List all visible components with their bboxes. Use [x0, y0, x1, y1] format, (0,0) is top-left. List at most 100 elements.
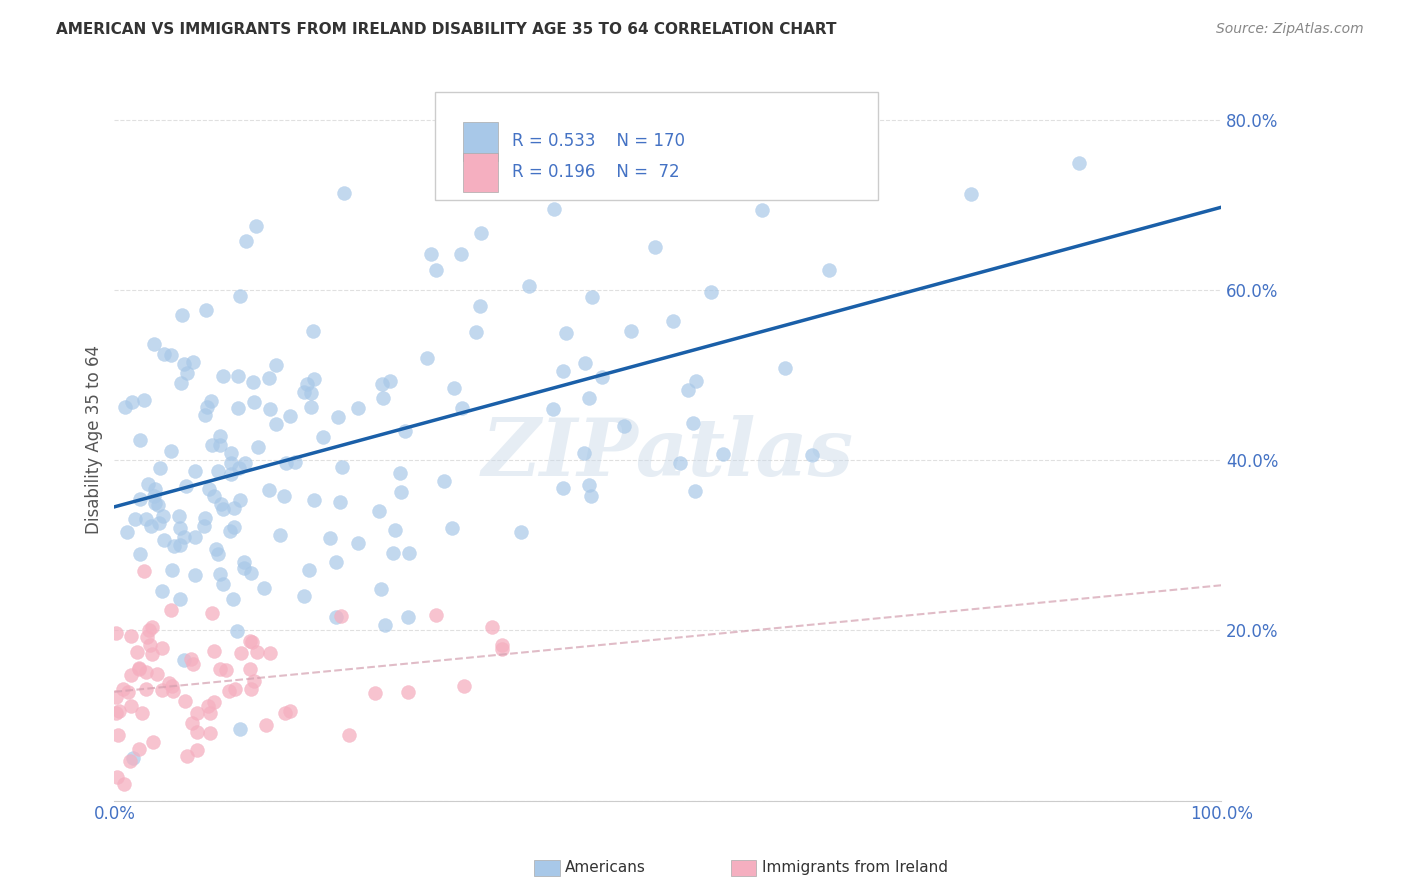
Point — [240, 634, 263, 648]
Point — [139, 519, 162, 533]
Point — [219, 524, 242, 539]
Point — [131, 706, 153, 720]
Point — [242, 394, 264, 409]
Point — [801, 448, 824, 462]
Point — [180, 715, 202, 730]
Point — [173, 653, 195, 667]
Point — [425, 608, 447, 623]
Point — [201, 607, 224, 621]
Point — [245, 219, 267, 234]
Point — [202, 489, 225, 503]
Point — [367, 504, 389, 518]
Point — [136, 630, 159, 644]
Point — [198, 482, 221, 496]
Point — [186, 725, 208, 739]
Point — [138, 624, 160, 638]
Point — [269, 528, 291, 542]
Point — [233, 561, 256, 575]
Point — [450, 247, 472, 261]
Point — [125, 645, 148, 659]
Point — [184, 568, 207, 582]
Point — [235, 234, 257, 248]
Point — [211, 577, 233, 591]
Point — [146, 667, 169, 681]
Point — [1067, 155, 1090, 169]
Point — [384, 523, 406, 537]
Point — [450, 401, 472, 415]
Y-axis label: Disability Age 35 to 64: Disability Age 35 to 64 — [86, 344, 103, 533]
Point — [132, 393, 155, 408]
Point — [198, 706, 221, 721]
Point — [257, 370, 280, 384]
Point — [105, 770, 128, 784]
Point — [201, 437, 224, 451]
Point — [574, 356, 596, 370]
Point — [425, 263, 447, 277]
Text: Immigrants from Ireland: Immigrants from Ireland — [762, 861, 948, 875]
Point — [149, 460, 172, 475]
Point — [226, 401, 249, 415]
Point — [167, 508, 190, 523]
Point — [692, 164, 714, 178]
Point — [141, 620, 163, 634]
Point — [218, 684, 240, 698]
Point — [105, 690, 128, 705]
Point — [246, 440, 269, 454]
Point — [578, 391, 600, 405]
Point — [107, 728, 129, 742]
Point — [153, 346, 176, 360]
Point — [186, 743, 208, 757]
Point — [381, 546, 404, 560]
Point — [159, 676, 181, 690]
Point — [172, 308, 194, 322]
Point — [551, 481, 574, 495]
Point — [128, 662, 150, 676]
Point — [301, 386, 323, 401]
Point — [330, 460, 353, 475]
Point — [328, 409, 350, 424]
Point — [221, 456, 243, 470]
Point — [228, 460, 250, 475]
Point — [129, 547, 152, 561]
Point — [169, 538, 191, 552]
Point — [264, 358, 287, 372]
Point — [111, 682, 134, 697]
Point — [224, 520, 246, 534]
Point — [519, 278, 541, 293]
Point — [162, 684, 184, 698]
Point — [160, 347, 183, 361]
Point — [420, 246, 443, 260]
Point — [174, 479, 197, 493]
Point — [200, 394, 222, 409]
Point — [378, 374, 401, 388]
Point — [371, 377, 394, 392]
Point — [337, 728, 360, 742]
Point — [370, 582, 392, 597]
Point — [284, 455, 307, 469]
Point — [163, 539, 186, 553]
Point — [115, 524, 138, 539]
Point — [239, 566, 262, 580]
Point — [226, 368, 249, 383]
Point — [259, 646, 281, 660]
Point — [374, 617, 396, 632]
Point — [193, 510, 215, 524]
Point — [301, 324, 323, 338]
Point — [138, 638, 160, 652]
Point — [541, 402, 564, 417]
Point — [195, 400, 218, 414]
Point — [148, 498, 170, 512]
Point — [148, 516, 170, 530]
Point — [591, 370, 613, 384]
Point — [259, 401, 281, 416]
Point — [160, 679, 183, 693]
Text: ZIPatlas: ZIPatlas — [482, 415, 853, 492]
Point — [292, 589, 315, 603]
Point — [578, 477, 600, 491]
Point — [129, 433, 152, 447]
Point — [105, 706, 128, 721]
Point — [212, 369, 235, 384]
Point — [960, 187, 983, 202]
Point — [620, 324, 643, 338]
Point — [470, 226, 492, 240]
